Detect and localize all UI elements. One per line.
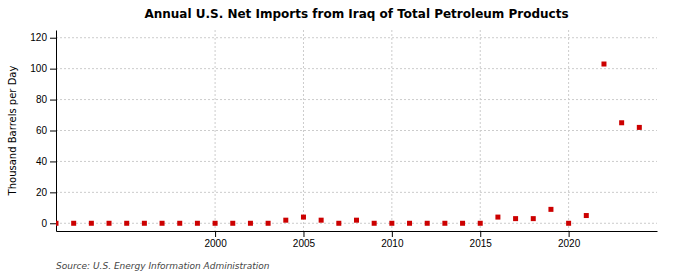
x-tick: 2015 (470, 231, 493, 249)
y-tick: 20 (36, 187, 56, 198)
point (566, 221, 571, 226)
x-axis-line (57, 231, 658, 232)
y-tick: 100 (30, 63, 56, 74)
y-tick-mark (50, 192, 56, 193)
y-tick-label: 40 (36, 156, 48, 167)
y-axis-title: Thousand Barrels per Day (7, 66, 18, 197)
point (301, 215, 306, 220)
point (372, 221, 377, 226)
x-tick-label: 2015 (470, 238, 493, 249)
title: Annual U.S. Net Imports from Iraq of Tot… (144, 7, 568, 21)
y-tick-mark (50, 131, 56, 132)
point (513, 216, 518, 221)
x-tick: 2005 (293, 231, 316, 249)
x-tick-label: 2000 (204, 238, 227, 249)
y-tick-label: 0 (41, 218, 47, 229)
x-tick: 2010 (381, 231, 404, 249)
point (478, 221, 483, 226)
grid-line-x (480, 30, 481, 231)
point (336, 221, 341, 226)
point (495, 215, 500, 220)
grid-line-x (391, 30, 392, 231)
point (230, 221, 235, 226)
point (584, 213, 589, 218)
x-tick-mark (215, 231, 216, 237)
grid-line-y (56, 68, 657, 69)
point (71, 221, 76, 226)
point (195, 221, 200, 226)
point (142, 221, 147, 226)
grid-line-y (56, 130, 657, 131)
grid-line-y (56, 37, 657, 38)
y-tick: 80 (36, 94, 56, 105)
x-tick-mark (303, 231, 304, 237)
point (619, 120, 624, 125)
y-tick-label: 20 (36, 187, 48, 198)
point (531, 216, 536, 221)
x-tick-mark (480, 231, 481, 237)
point (213, 221, 218, 226)
point (425, 221, 430, 226)
grid (56, 30, 657, 231)
point (266, 221, 271, 226)
x-tick-mark (569, 231, 570, 237)
point (601, 62, 606, 67)
point (177, 221, 182, 226)
y-tick: 40 (36, 156, 56, 167)
y-tick-label: 80 (36, 94, 48, 105)
x-tick-label: 2005 (293, 238, 316, 249)
grid-line-y (56, 192, 657, 193)
point (160, 221, 165, 226)
y-tick-mark (50, 38, 56, 39)
point (407, 221, 412, 226)
y-tick-label: 120 (30, 32, 47, 43)
y-tick-mark (50, 223, 56, 224)
y-tick: 60 (36, 125, 56, 136)
grid-line-x (568, 30, 569, 231)
point (89, 221, 94, 226)
y-tick: 0 (41, 218, 56, 229)
point (248, 221, 253, 226)
y-axis-line (56, 31, 57, 232)
source-note: Source: U.S. Energy Information Administ… (56, 261, 270, 271)
point (389, 221, 394, 226)
chart: 2000 2005 2010 2015 2020 0 20 40 60 80 100 120 Annua… (0, 0, 675, 275)
x-tick-label: 2020 (558, 238, 581, 249)
point (354, 218, 359, 223)
grid-line-y (56, 99, 657, 100)
point (283, 218, 288, 223)
point (56, 221, 59, 226)
point (442, 221, 447, 226)
point (124, 221, 129, 226)
y-tick-label: 60 (36, 125, 48, 136)
y-axis: 0 20 40 60 80 100 120 (30, 31, 56, 232)
grid-line-y (56, 161, 657, 162)
grid-line-x (303, 30, 304, 231)
grid-line-x (215, 30, 216, 231)
point (319, 218, 324, 223)
x-axis: 2000 2005 2010 2015 2020 (57, 231, 658, 249)
y-tick-mark (50, 161, 56, 162)
x-tick-mark (392, 231, 393, 237)
point (460, 221, 465, 226)
y-tick: 120 (30, 32, 56, 43)
y-tick-label: 100 (30, 63, 47, 74)
point (107, 221, 112, 226)
x-tick: 2000 (204, 231, 227, 249)
y-tick-mark (50, 100, 56, 101)
x-tick: 2020 (558, 231, 581, 249)
points (56, 62, 642, 226)
y-tick-mark (50, 69, 56, 70)
point (637, 125, 642, 130)
x-tick-label: 2010 (381, 238, 404, 249)
point (548, 207, 553, 212)
